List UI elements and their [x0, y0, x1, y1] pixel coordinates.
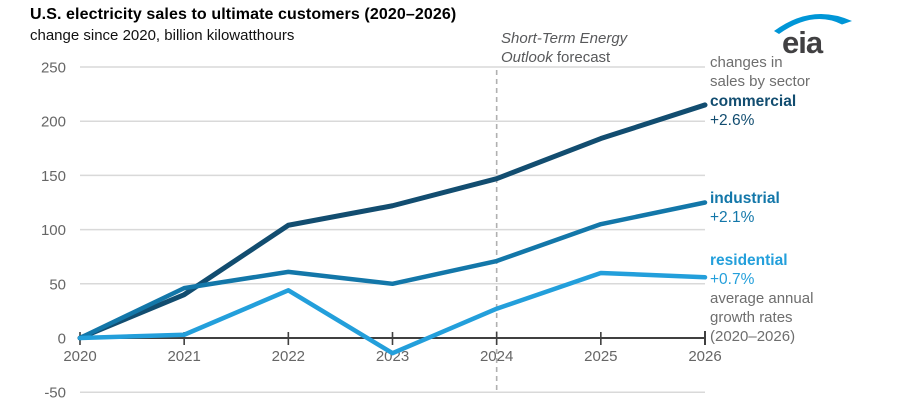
forecast-annotation-line1: Short-Term Energy: [501, 30, 628, 47]
legend-value-industrial: +2.1%: [710, 209, 755, 226]
x-tick-label-2023: 2023: [376, 348, 409, 365]
y-tick-label-0: 0: [58, 331, 66, 348]
legend-footnote-line1: average annual: [710, 290, 814, 307]
legend-heading: changes in sales by sector: [710, 53, 810, 91]
legend-footnote-line3: (2020–2026): [710, 328, 796, 345]
eia-logo: eia: [770, 8, 858, 60]
x-tick-label-2024: 2024: [480, 348, 513, 365]
y-tick-label-50: 50: [49, 276, 66, 293]
legend-heading-line2: sales by sector: [710, 73, 811, 90]
eia-logo-graphic: eia: [774, 13, 852, 60]
x-tick-label-2022: 2022: [272, 348, 305, 365]
legend-label-industrial: industrial: [710, 190, 780, 207]
legend-item-industrial: industrial +2.1%: [710, 189, 780, 227]
series-line-commercial: [77, 102, 708, 341]
page-subtitle: change since 2020, billion kilowatthours: [30, 27, 295, 44]
forecast-annotation: Short-Term Energy Outlook forecast: [501, 29, 671, 67]
page-title: U.S. electricity sales to ultimate custo…: [30, 6, 457, 23]
series-line-industrial: [77, 200, 708, 341]
legend-value-residential: +0.7%: [710, 271, 755, 288]
legend-heading-line1: changes in: [710, 54, 783, 71]
forecast-annotation-line2-italic: Outlook: [501, 49, 553, 66]
legend-item-residential: residential +0.7%: [710, 251, 788, 289]
x-tick-label-2020: 2020: [63, 348, 96, 365]
y-tick-label-200: 200: [41, 114, 66, 131]
eia-swoosh-icon: [774, 13, 852, 34]
legend-item-commercial: commercial +2.6%: [710, 92, 796, 130]
y-tick-label-150: 150: [41, 168, 66, 185]
y-tick-label--50: -50: [44, 385, 66, 402]
legend-label-commercial: commercial: [710, 93, 797, 110]
y-tick-label-250: 250: [41, 60, 66, 77]
x-tick-label-2025: 2025: [584, 348, 617, 365]
legend-label-residential: residential: [710, 252, 788, 269]
legend-value-commercial: +2.6%: [710, 112, 755, 129]
forecast-annotation-line2-regular: forecast: [552, 49, 611, 66]
eia-logo-text: eia: [782, 25, 824, 58]
y-tick-label-100: 100: [41, 222, 66, 239]
x-tick-label-2021: 2021: [167, 348, 200, 365]
x-tick-label-2026: 2026: [688, 348, 721, 365]
series-line-residential: [77, 270, 708, 356]
legend-footnote-line2: growth rates: [710, 309, 793, 326]
legend-footnote: average annual growth rates (2020–2026): [710, 289, 813, 346]
